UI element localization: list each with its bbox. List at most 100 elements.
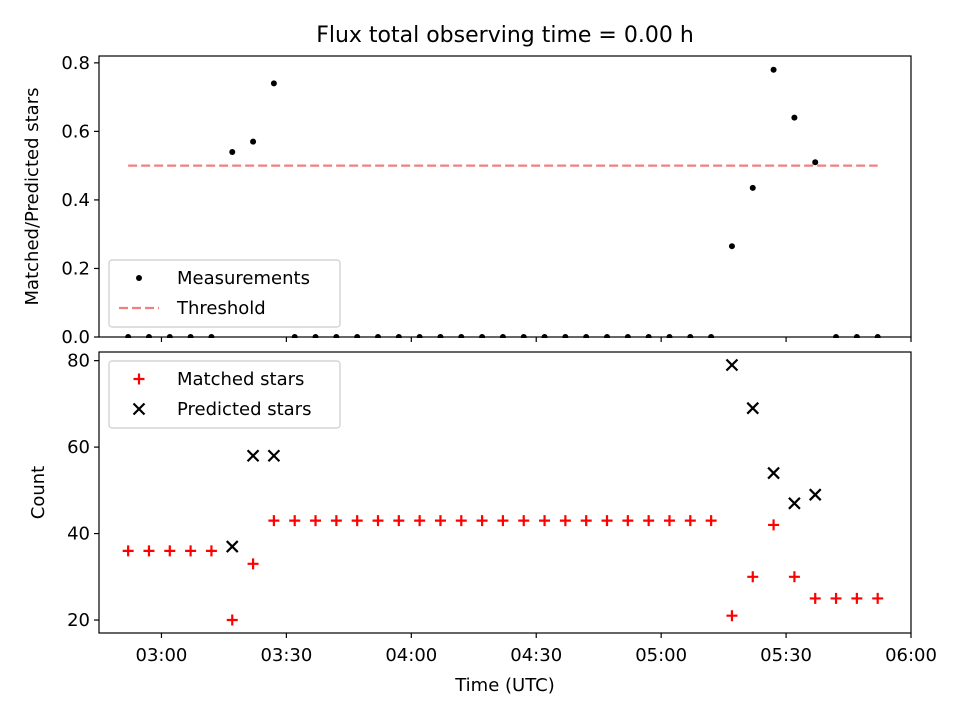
measurement-point xyxy=(416,334,423,338)
measurement-point xyxy=(583,334,590,338)
matched-stars-point xyxy=(247,558,259,570)
top-panel: 0.0 0.2 0.4 0.6 0.8 Matched/Predicted stars Me… xyxy=(22,53,912,348)
measurement-point xyxy=(458,334,465,338)
matched-stars-point xyxy=(643,515,655,527)
measurement-point xyxy=(333,334,340,338)
top-y-tick-label: 0.2 xyxy=(61,258,90,279)
measurement-point xyxy=(666,334,673,338)
measurement-point xyxy=(604,334,611,338)
matched-stars-point xyxy=(539,515,551,527)
bottom-panel: 20 40 60 80 03:00 03:30 04:00 04:30 05:00 05:30 06… xyxy=(28,351,937,696)
bottom-series-matched-stars xyxy=(122,515,884,626)
matched-stars-point xyxy=(705,515,717,527)
bottom-x-tick-label: 05:30 xyxy=(760,645,812,666)
matched-stars-point xyxy=(455,515,467,527)
matched-stars-point xyxy=(434,515,446,527)
legend-label: Threshold xyxy=(176,298,266,319)
measurement-point xyxy=(624,334,631,338)
bottom-x-tick-label: 04:30 xyxy=(510,645,562,666)
bottom-y-axis-label: Count xyxy=(28,466,49,519)
matched-stars-point xyxy=(559,515,571,527)
matched-stars-point xyxy=(310,515,322,527)
measurement-point xyxy=(833,334,840,338)
chart-title: Flux total observing time = 0.00 h xyxy=(316,23,694,48)
top-y-tick-label: 0.6 xyxy=(61,121,90,142)
matched-stars-point xyxy=(164,545,176,557)
predicted-stars-point xyxy=(225,540,239,553)
matched-stars-point xyxy=(497,515,509,527)
matched-stars-point xyxy=(351,515,363,527)
bottom-y-tick-label: 40 xyxy=(67,524,90,545)
bottom-y-tick-label: 20 xyxy=(67,610,90,631)
legend-label: Measurements xyxy=(177,268,310,289)
matched-stars-point xyxy=(747,571,759,583)
measurement-point xyxy=(687,334,694,338)
bottom-x-tick-label: 06:00 xyxy=(885,645,937,666)
measurement-point xyxy=(645,334,652,338)
top-y-axis-label: Matched/Predicted stars xyxy=(22,88,43,306)
predicted-stars-point xyxy=(808,488,822,501)
predicted-stars-point xyxy=(746,401,760,415)
predicted-stars-point xyxy=(267,449,281,463)
top-y-tick-label: 0.0 xyxy=(61,327,90,348)
legend-matched-swatch xyxy=(133,373,145,385)
measurement-point xyxy=(437,334,444,338)
measurement-point xyxy=(541,334,548,338)
matched-stars-point xyxy=(851,592,863,604)
matched-stars-point xyxy=(788,571,800,583)
matched-stars-point xyxy=(476,515,488,527)
legend-predicted-swatch xyxy=(132,402,146,416)
top-y-tick-label: 0.8 xyxy=(61,53,90,74)
matched-stars-point xyxy=(830,592,842,604)
bottom-y-tick-label: 60 xyxy=(67,437,90,458)
matched-stars-point xyxy=(205,545,217,557)
measurement-point xyxy=(770,66,777,73)
legend-measurements-swatch xyxy=(136,275,142,281)
measurement-point xyxy=(354,334,361,338)
matched-stars-point xyxy=(580,515,592,527)
matched-stars-point xyxy=(518,515,530,527)
matched-stars-point xyxy=(372,515,384,527)
matched-stars-point xyxy=(414,515,426,527)
matched-stars-point xyxy=(185,545,197,557)
measurement-point xyxy=(187,334,194,338)
matched-stars-point xyxy=(872,592,884,604)
matched-stars-point xyxy=(663,515,675,527)
measurement-point xyxy=(374,334,381,338)
measurement-point xyxy=(520,334,527,338)
measurement-point xyxy=(250,138,257,145)
predicted-stars-point xyxy=(725,358,739,372)
measurement-point xyxy=(791,114,798,121)
bottom-series-predicted-stars xyxy=(225,358,822,553)
bottom-legend-frame xyxy=(108,360,341,429)
measurement-point xyxy=(145,334,152,338)
measurement-point xyxy=(479,334,486,338)
measurement-point xyxy=(229,148,236,155)
matched-stars-point xyxy=(726,610,738,622)
measurement-point xyxy=(395,334,402,338)
measurement-point xyxy=(728,243,735,250)
measurement-point xyxy=(291,334,298,338)
bottom-x-tick-label: 03:00 xyxy=(136,645,188,666)
measurement-point xyxy=(166,334,173,338)
bottom-x-tick-label: 05:00 xyxy=(635,645,687,666)
matched-stars-point xyxy=(143,545,155,557)
matched-stars-point xyxy=(268,515,280,527)
measurement-point xyxy=(499,334,506,338)
top-legend-frame xyxy=(108,259,341,328)
matched-stars-point xyxy=(289,515,301,527)
matched-stars-point xyxy=(809,592,821,604)
bottom-axes-frame xyxy=(98,351,912,634)
predicted-stars-point xyxy=(788,497,801,510)
measurement-point xyxy=(208,334,215,338)
matched-stars-point xyxy=(393,515,405,527)
measurement-point xyxy=(853,334,860,338)
predicted-stars-point xyxy=(767,466,780,480)
measurement-point xyxy=(125,334,132,338)
predicted-stars-point xyxy=(246,449,260,463)
matched-stars-point xyxy=(768,519,780,531)
matched-stars-point xyxy=(622,515,634,527)
bottom-x-axis-label: Time (UTC) xyxy=(454,675,555,696)
